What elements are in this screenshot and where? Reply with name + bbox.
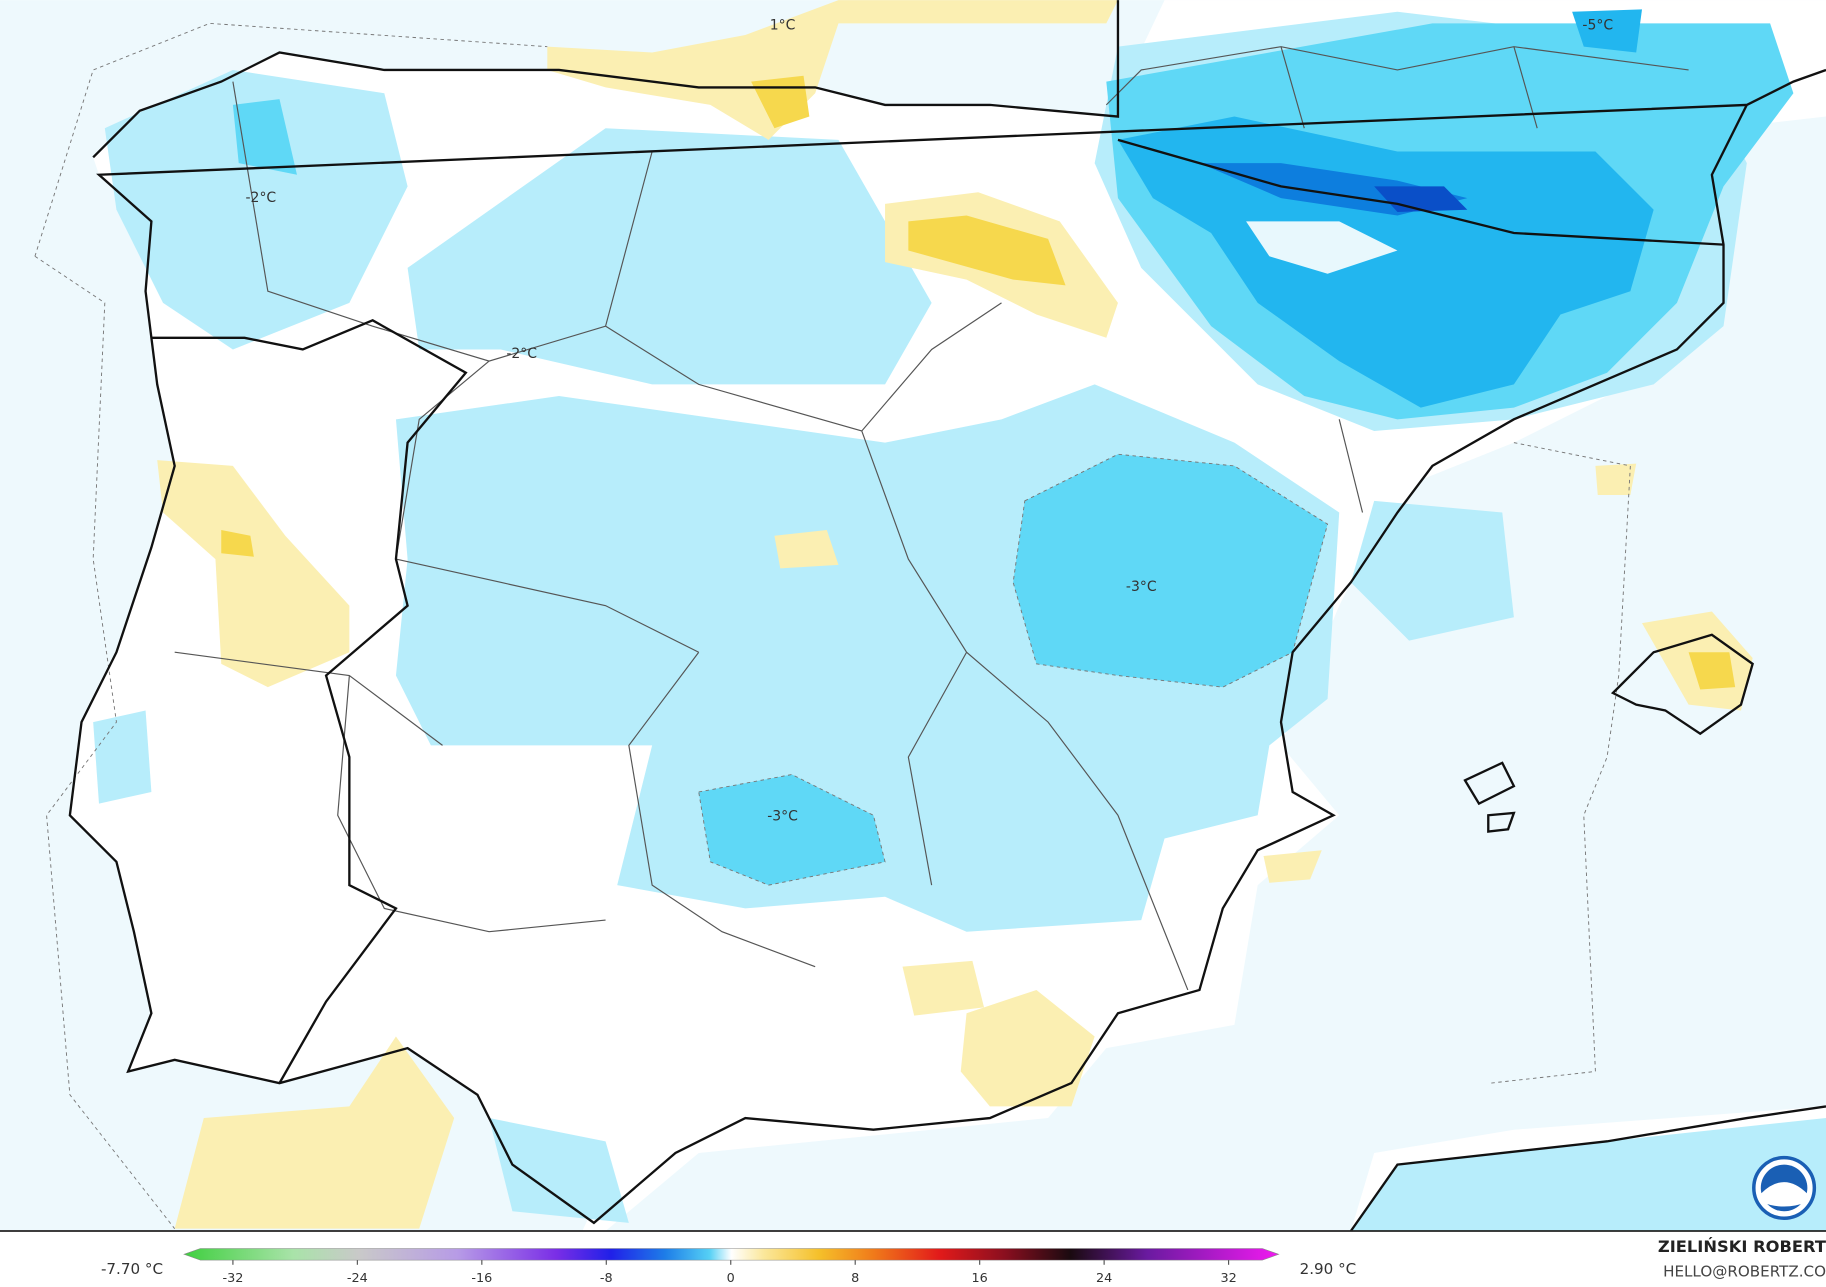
anomaly-area	[407, 128, 932, 385]
colorbar-ticks: -32 -24 -16 -8 0 8 16 24 32	[222, 1260, 1237, 1286]
warm-area	[157, 460, 350, 688]
warm-area	[174, 1036, 455, 1229]
province-border	[174, 81, 1189, 991]
warm-area	[221, 529, 254, 557]
contour-label: 1°C	[770, 18, 796, 34]
warm-area	[547, 0, 1118, 140]
contour-label: -3°C	[1126, 579, 1157, 595]
anomaly-area	[1374, 186, 1468, 213]
anomaly-area	[1350, 500, 1514, 641]
warm-area	[1688, 652, 1736, 690]
contour-line	[698, 774, 886, 886]
anomaly-area	[698, 774, 886, 886]
colorbar-tick-label: 0	[727, 1271, 735, 1286]
colorbar-tick-label: -16	[471, 1271, 492, 1286]
colorbar-tick-label: -32	[222, 1271, 243, 1286]
anomaly-area	[1117, 116, 1654, 408]
anomaly-area	[104, 69, 408, 350]
island-coast	[1463, 761, 1516, 833]
colorbar	[183, 1248, 1280, 1261]
contour-label: -5°C	[1582, 18, 1613, 34]
credit-email: HELLO@ROBERTZ.CO	[1663, 1262, 1826, 1280]
legend-max: 2.90 °C	[1300, 1260, 1357, 1278]
logo-wave	[1760, 1182, 1808, 1207]
coastline	[1349, 1105, 1826, 1232]
contour-label: -2°C	[246, 190, 277, 206]
credit-name: ZIELIŃSKI ROBERT	[1658, 1237, 1826, 1256]
anomaly-area	[232, 99, 297, 175]
colorbar-tick-label: -8	[600, 1271, 613, 1286]
anomaly-area	[1013, 454, 1328, 688]
province-border	[1105, 46, 1689, 513]
anomaly-area	[1572, 9, 1643, 53]
colorbar-tick-label: -24	[347, 1271, 368, 1286]
warm-area	[960, 989, 1095, 1107]
anomaly-area	[489, 1118, 629, 1223]
contour-label: -3°C	[767, 808, 798, 824]
island-coast	[1610, 633, 1754, 736]
warm-area	[1263, 850, 1322, 883]
anomaly-area	[93, 710, 152, 804]
warm-area	[774, 529, 839, 569]
colorbar-tick-label: 8	[851, 1271, 859, 1286]
colorbar-tick-label: 24	[1096, 1271, 1112, 1286]
coastline	[68, 0, 1826, 1225]
warm-area	[1595, 463, 1637, 496]
contour-line	[34, 22, 548, 1229]
legend-min: -7.70 °C	[101, 1260, 163, 1278]
contour-line	[1012, 453, 1329, 688]
warm-area	[751, 75, 810, 129]
national-border	[151, 319, 468, 1084]
contour-label: -2°C	[506, 346, 537, 362]
noaa-logo	[1752, 1155, 1817, 1220]
colorbar-tick-label: 16	[972, 1271, 988, 1286]
warm-area	[908, 215, 1066, 286]
anomaly-area	[1350, 1118, 1826, 1232]
colorbar-tick-label: 32	[1220, 1271, 1236, 1286]
warm-area	[902, 960, 985, 1016]
national-border	[1117, 138, 1724, 246]
